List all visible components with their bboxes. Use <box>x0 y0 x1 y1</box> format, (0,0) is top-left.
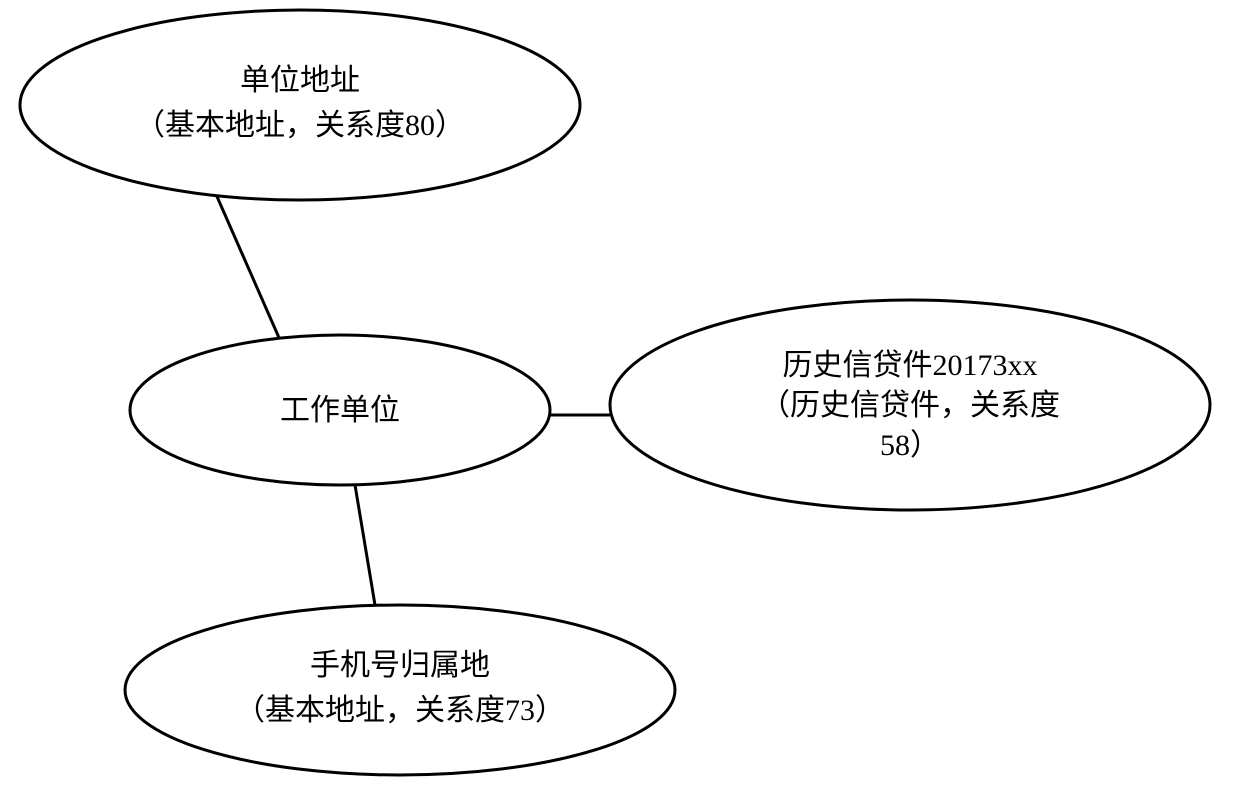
node-right-line3: 58） <box>880 429 940 462</box>
node-right-line1: 历史信贷件20173xx <box>783 349 1038 382</box>
node-bottom-line1: 手机号归属地 <box>310 649 490 682</box>
diagram-canvas: 工作单位 单位地址 （基本地址，关系度80） 历史信贷件20173xx （历史信… <box>0 0 1240 785</box>
node-right-line2: （历史信贷件，关系度 <box>760 389 1060 422</box>
node-bottom-line2: （基本地址，关系度73） <box>235 694 565 727</box>
node-bottom <box>125 605 675 775</box>
node-top-line2: （基本地址，关系度80） <box>135 109 465 142</box>
node-top-line1: 单位地址 <box>240 64 360 97</box>
edge-center-bottom <box>355 485 375 605</box>
node-top <box>20 10 580 200</box>
node-center-label: 工作单位 <box>280 394 400 427</box>
edge-center-top <box>215 192 280 340</box>
